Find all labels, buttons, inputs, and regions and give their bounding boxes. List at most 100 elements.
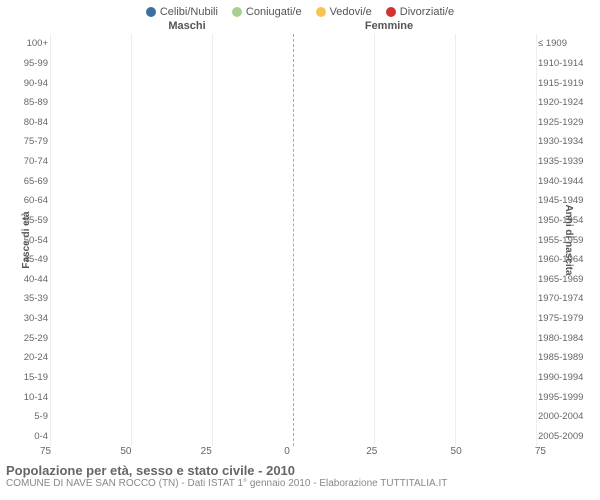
x-tick: 50: [377, 446, 461, 460]
age-label: 95-99: [10, 54, 48, 74]
age-label: 45-49: [10, 250, 48, 270]
header-male: Maschi: [46, 20, 288, 32]
legend-swatch: [386, 7, 396, 17]
legend-swatch: [316, 7, 326, 17]
age-label: 25-29: [10, 328, 48, 348]
year-label: 2000-2004: [538, 407, 590, 427]
age-label: 5-9: [10, 407, 48, 427]
male-half: [50, 34, 293, 54]
male-half: [50, 328, 293, 348]
male-half: [50, 270, 293, 290]
year-label: 1970-1974: [538, 289, 590, 309]
legend-label: Vedovi/e: [330, 6, 372, 18]
year-label: 1915-1919: [538, 73, 590, 93]
male-half: [50, 191, 293, 211]
age-label: 100+: [10, 34, 48, 54]
gridline: [536, 34, 537, 446]
male-half: [50, 54, 293, 74]
male-half: [50, 73, 293, 93]
female-half: [293, 113, 536, 133]
center-divider: [293, 34, 294, 446]
male-half: [50, 132, 293, 152]
female-half: [293, 93, 536, 113]
female-half: [293, 211, 536, 231]
female-half: [293, 250, 536, 270]
legend-item: Divorziati/e: [386, 6, 454, 18]
age-label: 30-34: [10, 309, 48, 329]
year-label: 1910-1914: [538, 54, 590, 74]
male-half: [50, 171, 293, 191]
x-tick: 25: [201, 446, 281, 460]
legend-item: Coniugati/e: [232, 6, 302, 18]
age-label: 55-59: [10, 211, 48, 231]
female-half: [293, 387, 536, 407]
male-half: [50, 407, 293, 427]
year-label: ≤ 1909: [538, 34, 590, 54]
x-tick: 75: [462, 446, 546, 460]
population-pyramid: Fasce di età 100+95-9990-9485-8980-8475-…: [0, 34, 600, 446]
x-tick: 0: [281, 446, 293, 460]
female-half: [293, 73, 536, 93]
female-half: [293, 191, 536, 211]
age-label: 75-79: [10, 132, 48, 152]
year-label: 1985-1989: [538, 348, 590, 368]
female-half: [293, 270, 536, 290]
x-tick: 75: [40, 446, 120, 460]
legend-label: Divorziati/e: [400, 6, 454, 18]
male-half: [50, 309, 293, 329]
male-half: [50, 93, 293, 113]
female-half: [293, 427, 536, 447]
age-label: 35-39: [10, 289, 48, 309]
age-label: 20-24: [10, 348, 48, 368]
x-tick: 50: [120, 446, 200, 460]
legend: Celibi/Nubili Coniugati/e Vedovi/e Divorzia…: [0, 0, 600, 18]
year-label: 1920-1924: [538, 93, 590, 113]
age-label: 10-14: [10, 387, 48, 407]
female-half: [293, 328, 536, 348]
year-label: 1980-1984: [538, 328, 590, 348]
age-label: 15-19: [10, 368, 48, 388]
legend-label: Celibi/Nubili: [160, 6, 218, 18]
male-half: [50, 289, 293, 309]
legend-label: Coniugati/e: [246, 6, 302, 18]
female-half: [293, 309, 536, 329]
male-half: [50, 368, 293, 388]
year-label: 2005-2009: [538, 427, 590, 447]
age-label: 70-74: [10, 152, 48, 172]
age-label: 60-64: [10, 191, 48, 211]
age-label: 65-69: [10, 171, 48, 191]
female-half: [293, 54, 536, 74]
chart-title: Popolazione per età, sesso e stato civil…: [6, 464, 594, 478]
age-label: 40-44: [10, 270, 48, 290]
year-label: 1930-1934: [538, 132, 590, 152]
plot-area: [50, 34, 536, 446]
legend-swatch: [232, 7, 242, 17]
chart-footer: Popolazione per età, sesso e stato civil…: [0, 460, 600, 490]
chart-subtitle: COMUNE DI NAVE SAN ROCCO (TN) - Dati IST…: [6, 478, 594, 490]
year-label: 1925-1929: [538, 113, 590, 133]
male-half: [50, 427, 293, 447]
age-label: 85-89: [10, 93, 48, 113]
female-half: [293, 132, 536, 152]
female-half: [293, 152, 536, 172]
y-axis-title-right: Anni di nascita: [563, 204, 574, 275]
male-half: [50, 348, 293, 368]
female-half: [293, 34, 536, 54]
male-half: [50, 152, 293, 172]
year-label: 1940-1944: [538, 171, 590, 191]
age-label: 50-54: [10, 230, 48, 250]
male-half: [50, 211, 293, 231]
female-half: [293, 230, 536, 250]
male-half: [50, 113, 293, 133]
legend-item: Vedovi/e: [316, 6, 372, 18]
female-half: [293, 368, 536, 388]
female-half: [293, 348, 536, 368]
column-headers: Maschi Femmine: [0, 18, 600, 34]
y-axis-age: 100+95-9990-9485-8980-8475-7970-7465-696…: [10, 34, 50, 446]
male-half: [50, 250, 293, 270]
x-tick: 25: [293, 446, 377, 460]
year-label: 1990-1994: [538, 368, 590, 388]
male-half: [50, 230, 293, 250]
female-half: [293, 407, 536, 427]
legend-item: Celibi/Nubili: [146, 6, 218, 18]
